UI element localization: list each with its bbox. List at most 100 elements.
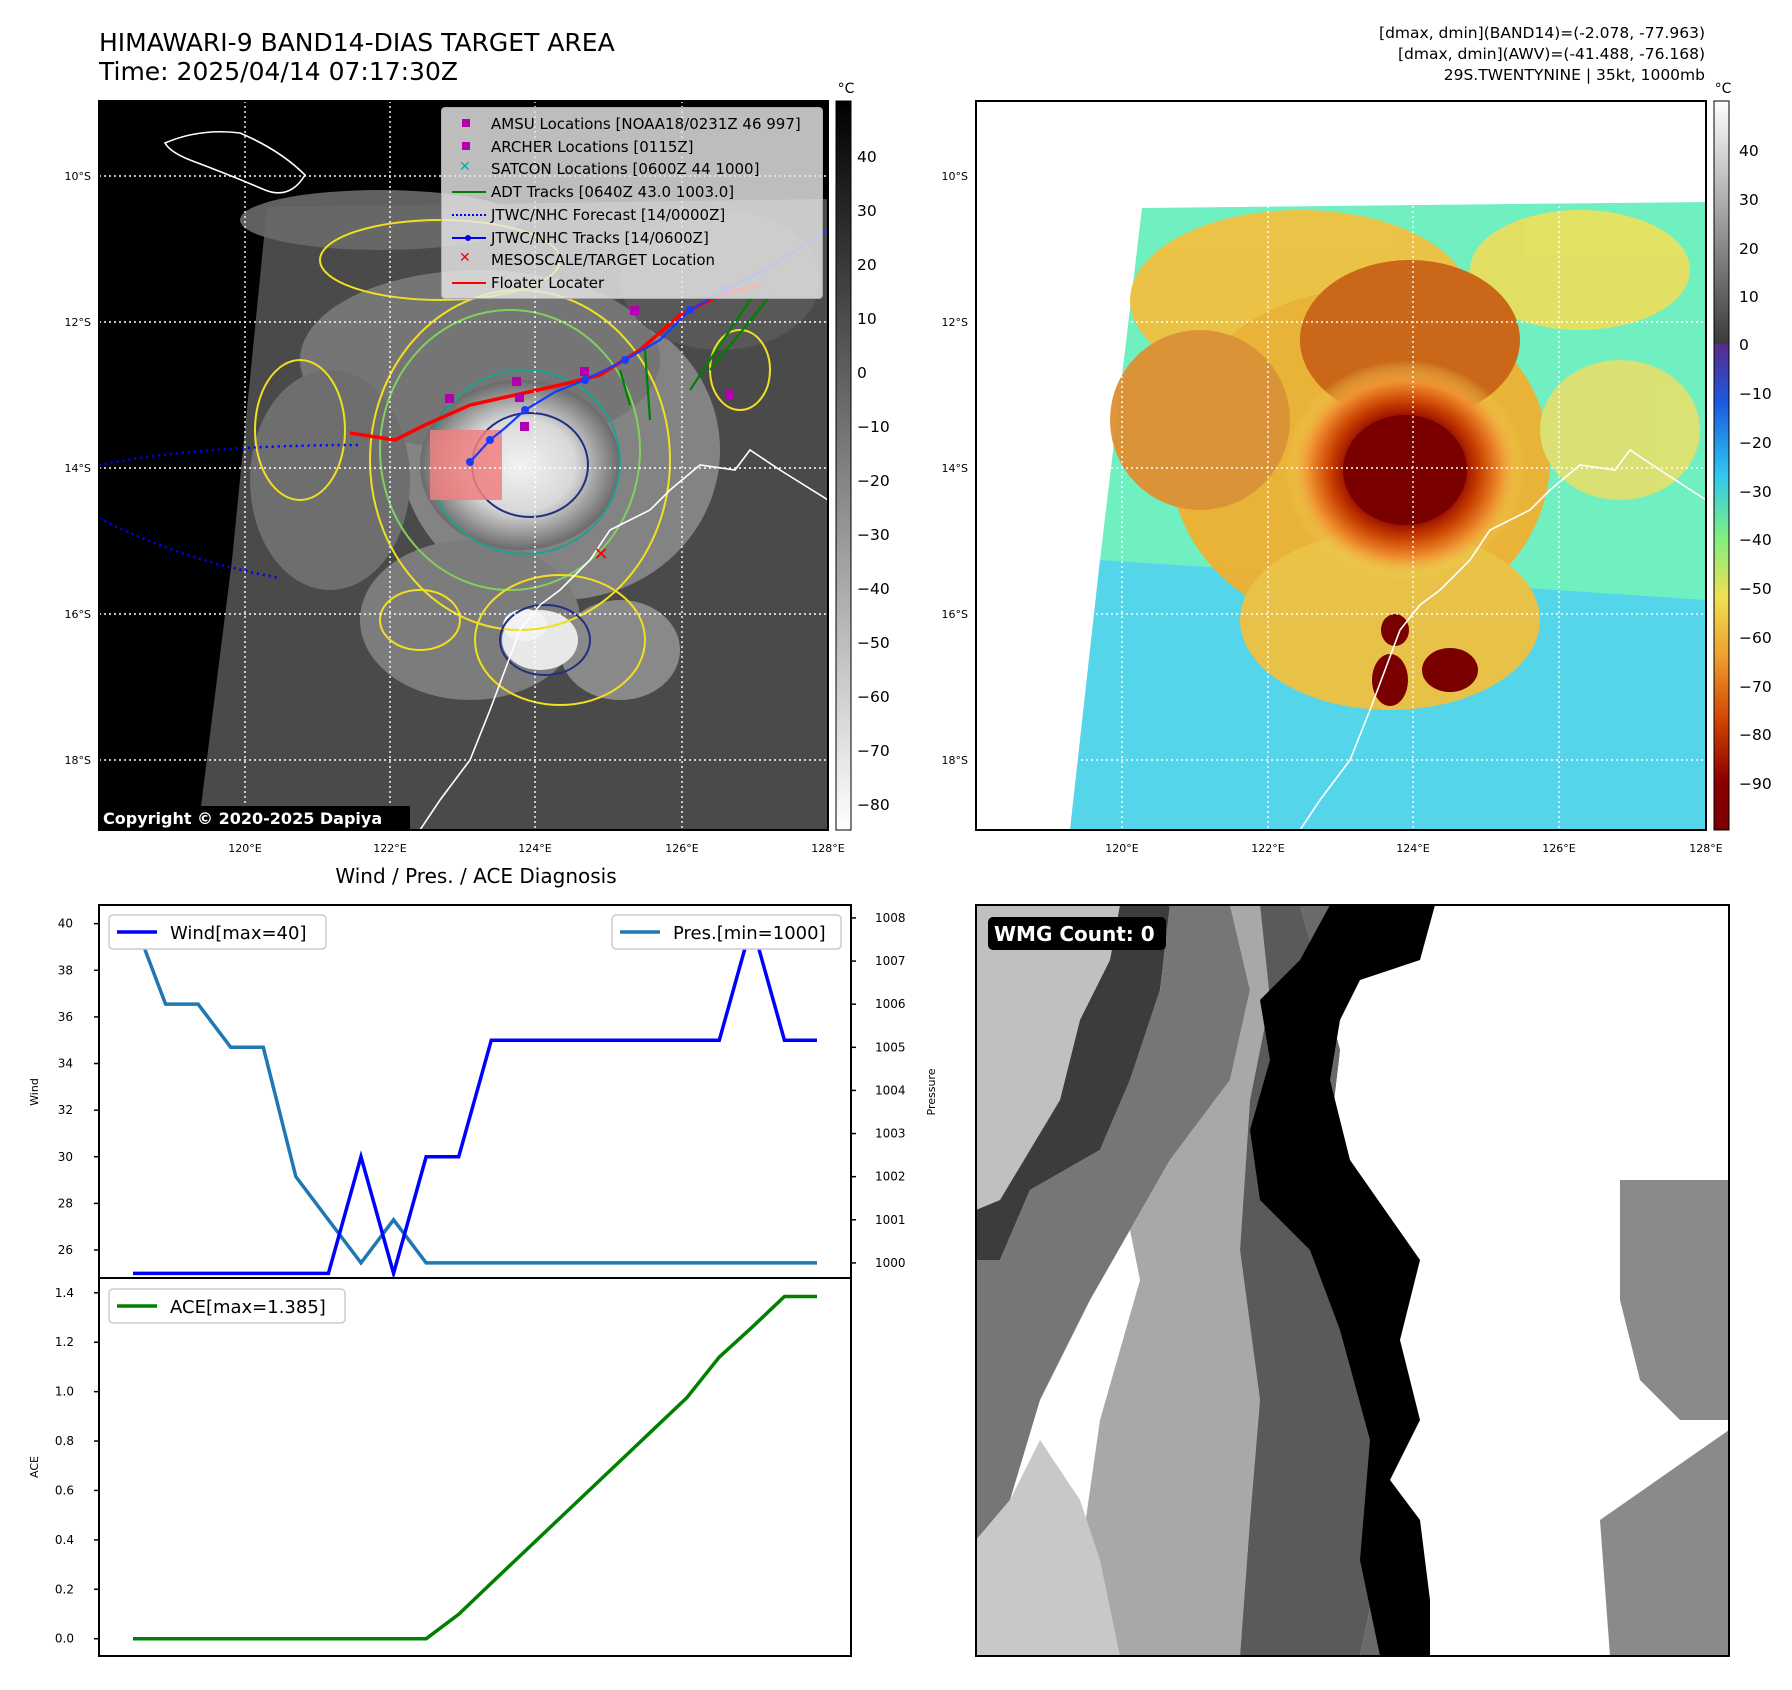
pres-ytick-label: 1000 xyxy=(875,1256,906,1270)
pressure-series-line xyxy=(131,917,817,1266)
map-legend-item: JTWC/NHC Tracks [14/0600Z] xyxy=(442,228,818,248)
right-lon-tick-128E: 128°E xyxy=(1689,842,1722,855)
ace-plot xyxy=(133,1294,817,1641)
lcb-m60: −60 xyxy=(857,688,890,706)
lcb-m40: −40 xyxy=(857,580,890,598)
rcb-m10: −10 xyxy=(1739,385,1772,403)
lcb-m30: −30 xyxy=(857,526,890,544)
right-lat-tick-14S: 14°S xyxy=(942,462,968,475)
left-lat-tick-14S: 14°S xyxy=(65,462,91,475)
ace-ytick-label: 0.4 xyxy=(55,1533,74,1547)
diag-title: Wind / Pres. / ACE Diagnosis xyxy=(335,864,616,888)
figure-title: HIMAWARI-9 BAND14-DIAS TARGET AREA xyxy=(99,28,615,57)
ace-series-line xyxy=(133,1294,817,1641)
rcb-m20: −20 xyxy=(1739,434,1772,452)
left-lat-tick-12S: 12°S xyxy=(65,316,91,329)
wmg-panel xyxy=(976,905,1729,1656)
left-lat-tick-16S: 16°S xyxy=(65,608,91,621)
right-storm-core xyxy=(1343,415,1467,525)
pres-ytick-label: 1004 xyxy=(875,1083,906,1097)
rcb-m70: −70 xyxy=(1739,678,1772,696)
pres-ylabel: Pressure xyxy=(925,1068,938,1115)
left-lon-tick-128E: 128°E xyxy=(811,842,844,855)
rcb-m30: −30 xyxy=(1739,483,1772,501)
rcb-10: 10 xyxy=(1739,288,1759,306)
legend-x-icon: ✕ xyxy=(459,250,471,267)
left-lat-tick-10S: 10°S xyxy=(65,170,91,183)
ace-ytick-label: 0.8 xyxy=(55,1434,74,1448)
left-lon-tick-122E: 122°E xyxy=(373,842,406,855)
right-lat-tick-10S: 10°S xyxy=(942,170,968,183)
rcb-m90: −90 xyxy=(1739,775,1772,793)
right-colorbar-warm xyxy=(1714,101,1729,344)
header-right-line3: 29S.TWENTYNINE | 35kt, 1000mb xyxy=(1444,66,1705,84)
right-lon-tick-124E: 124°E xyxy=(1396,842,1429,855)
map-legend-label: SATCON Locations [0600Z 44 1000] xyxy=(491,160,760,179)
map-legend-label: JTWC/NHC Tracks [14/0600Z] xyxy=(491,228,709,247)
wind-yticks: 26 28 30 32 34 36 38 40 xyxy=(58,917,99,1257)
map-legend-item: Floater Locater xyxy=(442,273,818,293)
pres-ytick-label: 1001 xyxy=(875,1213,906,1227)
wind-pres-axes xyxy=(98,904,852,1279)
header-right-line2: [dmax, dmin](AWV)=(-41.488, -76.168) xyxy=(1398,45,1705,63)
left-lat-tick-18S: 18°S xyxy=(65,754,91,767)
map-legend-label: JTWC/NHC Forecast [14/0000Z] xyxy=(491,205,726,224)
ace-ytick-label: 1.0 xyxy=(55,1385,74,1399)
pres-legend-label: Pres.[min=1000] xyxy=(673,923,826,944)
map-legend-label: ADT Tracks [0640Z 43.0 1003.0] xyxy=(491,183,735,202)
pres-yticks: 1000 1001 1002 1003 1004 1005 1006 1007 1008 xyxy=(851,911,906,1270)
wind-ytick-label: 38 xyxy=(58,963,73,977)
wind-ytick-label: 26 xyxy=(58,1243,73,1257)
legend-square-icon xyxy=(462,141,470,150)
map-legend-label: Floater Locater xyxy=(491,273,605,292)
header-right-line1: [dmax, dmin](BAND14)=(-2.078, -77.963) xyxy=(1379,24,1705,42)
map-legend: AMSU Locations [NOAA18/0231Z 46 997] ARCH… xyxy=(441,107,823,299)
lcb-m20: −20 xyxy=(857,472,890,490)
map-legend-label: AMSU Locations [NOAA18/0231Z 46 997] xyxy=(491,115,801,133)
rcb-40: 40 xyxy=(1739,142,1759,160)
wmg-count-label: WMG Count: 0 xyxy=(994,922,1155,946)
lcb-0: 0 xyxy=(857,364,867,382)
rcb-m60: −60 xyxy=(1739,629,1772,647)
right-lat-tick-16S: 16°S xyxy=(942,608,968,621)
ace-ytick-label: 0.6 xyxy=(55,1483,74,1497)
ace-ytick-label: 1.4 xyxy=(55,1286,74,1300)
copyright-text: Copyright © 2020-2025 Dapiya xyxy=(103,809,382,828)
right-colorbar-ticks: 40 30 20 10 0 −10 −20 −30 −40 −50 −60 −7… xyxy=(1739,142,1772,793)
pres-ytick-label: 1006 xyxy=(875,997,906,1011)
map-legend-item: ARCHER Locations [0115Z] xyxy=(442,137,818,157)
ace-ylabel: ACE xyxy=(28,1456,41,1478)
lcb-m10: −10 xyxy=(857,418,890,436)
map-legend-item: ADT Tracks [0640Z 43.0 1003.0] xyxy=(442,182,818,202)
right-colorbar-unit: °C xyxy=(1715,81,1732,97)
legend-dotted-icon xyxy=(452,213,486,216)
wind-ytick-label: 32 xyxy=(58,1103,73,1117)
ace-legend-label: ACE[max=1.385] xyxy=(170,1297,326,1318)
lcb-m80: −80 xyxy=(857,796,890,814)
left-lon-tick-126E: 126°E xyxy=(665,842,698,855)
right-lon-tick-122E: 122°E xyxy=(1251,842,1284,855)
map-legend-item: AMSU Locations [NOAA18/0231Z 46 997] xyxy=(442,114,818,134)
wind-ylabel: Wind xyxy=(28,1078,41,1106)
wind-legend-label: Wind[max=40] xyxy=(170,923,307,944)
right-lat-tick-12S: 12°S xyxy=(942,316,968,329)
rcb-m80: −80 xyxy=(1739,726,1772,744)
rcb-0: 0 xyxy=(1739,336,1749,354)
pres-legend xyxy=(611,914,842,950)
left-colorbar-ticks: 40 30 20 10 0 −10 −20 −30 −40 −50 −60 −7… xyxy=(857,148,890,814)
left-storm-core xyxy=(420,380,620,550)
right-lon-tick-120E: 120°E xyxy=(1105,842,1138,855)
lcb-20: 20 xyxy=(857,256,877,274)
ace-legend xyxy=(108,1288,346,1324)
legend-line-icon xyxy=(452,191,486,194)
copyright-badge xyxy=(99,806,410,830)
wind-ytick-label: 34 xyxy=(58,1057,73,1071)
ace-yticks: 0.0 0.2 0.4 0.6 0.8 1.0 1.2 1.4 xyxy=(55,1286,99,1646)
left-colorbar xyxy=(835,100,852,831)
map-legend-label: MESOSCALE/TARGET Location xyxy=(491,251,716,270)
lcb-10: 10 xyxy=(857,310,877,328)
rcb-30: 30 xyxy=(1739,191,1759,209)
right-colorbar-cold xyxy=(1714,344,1729,830)
pres-ytick-label: 1002 xyxy=(875,1170,906,1184)
